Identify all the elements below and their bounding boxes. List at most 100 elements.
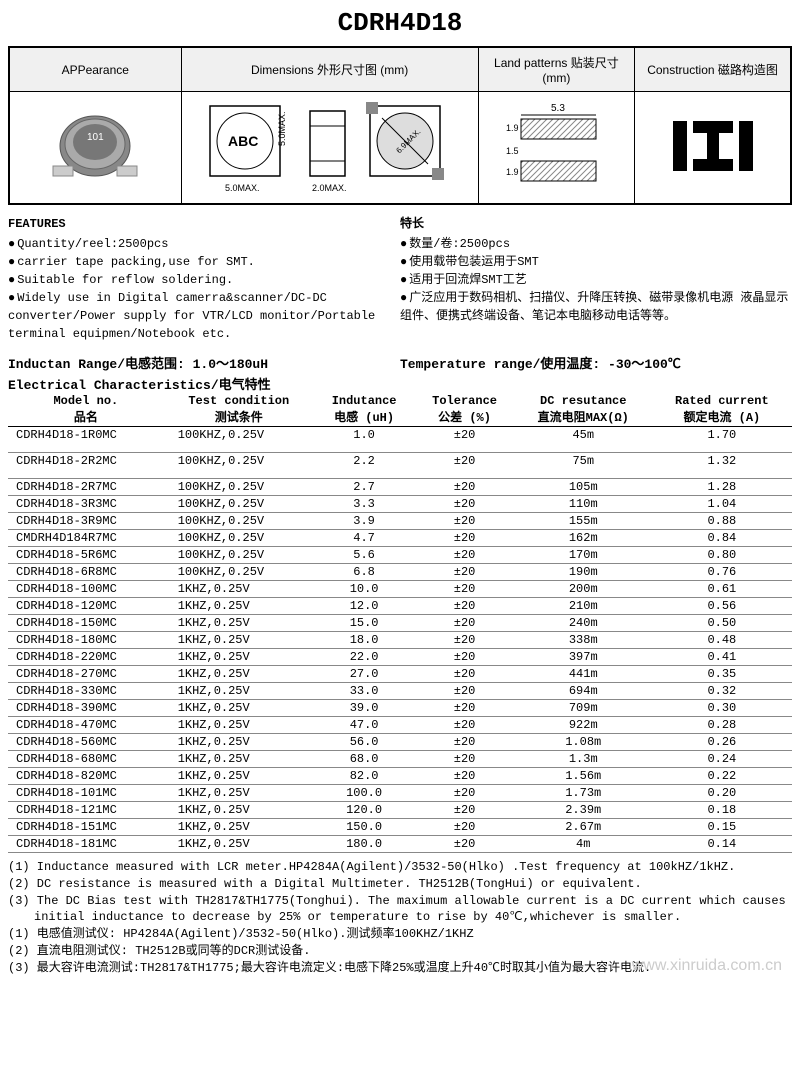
table-row: CDRH4D18-151MC1KHZ,0.25V150.0±202.67m0.1… [8, 819, 792, 836]
table-cell: 2.7 [314, 479, 414, 496]
table-row: CDRH4D18-270MC1KHZ,0.25V27.0±20441m0.35 [8, 666, 792, 683]
table-cell: 1KHZ,0.25V [164, 819, 314, 836]
table-cell: 2.2 [314, 453, 414, 479]
table-cell: ±20 [414, 453, 514, 479]
svg-text:101: 101 [87, 132, 104, 143]
table-row: CDRH4D18-330MC1KHZ,0.25V33.0±20694m0.32 [8, 683, 792, 700]
table-cell: 1KHZ,0.25V [164, 649, 314, 666]
column-header: Tolerance公差 (%) [414, 393, 514, 427]
table-row: CDRH4D18-6R8MC100KHZ,0.25V6.8±20190m0.76 [8, 564, 792, 581]
table-cell: 1.32 [652, 453, 792, 479]
table-cell: CDRH4D18-560MC [8, 734, 164, 751]
table-cell: 922m [515, 717, 652, 734]
table-cell: 0.24 [652, 751, 792, 768]
table-cell: 240m [515, 615, 652, 632]
table-row: CDRH4D18-5R6MC100KHZ,0.25V5.6±20170m0.80 [8, 547, 792, 564]
table-row: CDRH4D18-100MC1KHZ,0.25V10.0±20200m0.61 [8, 581, 792, 598]
table-row: CDRH4D18-1R0MC100KHZ,0.25V1.0±2045m1.70 [8, 427, 792, 453]
table-cell: CDRH4D18-330MC [8, 683, 164, 700]
table-row: CDRH4D18-120MC1KHZ,0.25V12.0±20210m0.56 [8, 598, 792, 615]
table-cell: 18.0 [314, 632, 414, 649]
table-cell: 110m [515, 496, 652, 513]
table-cell: CDRH4D18-680MC [8, 751, 164, 768]
table-row: CDRH4D18-560MC1KHZ,0.25V56.0±201.08m0.26 [8, 734, 792, 751]
table-cell: 0.28 [652, 717, 792, 734]
table-cell: 150.0 [314, 819, 414, 836]
table-cell: 0.50 [652, 615, 792, 632]
table-cell: 694m [515, 683, 652, 700]
table-cell: 3.3 [314, 496, 414, 513]
table-cell: 0.41 [652, 649, 792, 666]
table-cell: 5.6 [314, 547, 414, 564]
table-cell: 0.56 [652, 598, 792, 615]
table-cell: 100KHZ,0.25V [164, 427, 314, 453]
note-line: (1) Inductance measured with LCR meter.H… [8, 859, 792, 876]
table-cell: CDRH4D18-1R0MC [8, 427, 164, 453]
table-cell: ±20 [414, 479, 514, 496]
inductance-range: Inductan Range/电感范围: 1.0～180uH [8, 353, 400, 372]
table-cell: 1.70 [652, 427, 792, 453]
table-cell: 1.73m [515, 785, 652, 802]
table-cell: 1KHZ,0.25V [164, 836, 314, 853]
table-cell: 1.28 [652, 479, 792, 496]
table-cell: 105m [515, 479, 652, 496]
table-cell: 82.0 [314, 768, 414, 785]
table-cell: 12.0 [314, 598, 414, 615]
table-row: CDRH4D18-220MC1KHZ,0.25V22.0±20397m0.41 [8, 649, 792, 666]
table-cell: ±20 [414, 513, 514, 530]
th-dimensions: Dimensions 外形尺寸图 (mm) [181, 47, 478, 92]
table-cell: ±20 [414, 768, 514, 785]
table-cell: 0.88 [652, 513, 792, 530]
feature-item: Widely use in Digital camerra&scanner/DC… [8, 289, 400, 343]
table-cell: 3.9 [314, 513, 414, 530]
range-row: Inductan Range/电感范围: 1.0～180uH Temperatu… [8, 353, 792, 372]
table-cell: 1KHZ,0.25V [164, 615, 314, 632]
table-row: CMDRH4D184R7MC100KHZ,0.25V4.7±20162m0.84 [8, 530, 792, 547]
table-cell: 1KHZ,0.25V [164, 683, 314, 700]
table-cell: 1.56m [515, 768, 652, 785]
table-cell: ±20 [414, 427, 514, 453]
table-cell: CDRH4D18-100MC [8, 581, 164, 598]
table-cell: ±20 [414, 581, 514, 598]
table-cell: ±20 [414, 666, 514, 683]
data-table: Model no.品名Test condition测试条件Indutance电感… [8, 393, 792, 853]
feature-item: Quantity/reel:2500pcs [8, 235, 400, 253]
svg-text:5.0MAX.: 5.0MAX. [225, 183, 260, 193]
table-cell: 1KHZ,0.25V [164, 632, 314, 649]
table-cell: CDRH4D18-470MC [8, 717, 164, 734]
table-cell: 39.0 [314, 700, 414, 717]
features-en-title: FEATURES [8, 215, 400, 233]
features-section: FEATURES Quantity/reel:2500pcs carrier t… [8, 215, 792, 343]
table-cell: CDRH4D18-2R7MC [8, 479, 164, 496]
table-cell: 1.3m [515, 751, 652, 768]
table-cell: ±20 [414, 564, 514, 581]
table-row: CDRH4D18-680MC1KHZ,0.25V68.0±201.3m0.24 [8, 751, 792, 768]
table-cell: 75m [515, 453, 652, 479]
table-cell: 1.04 [652, 496, 792, 513]
table-cell: ±20 [414, 819, 514, 836]
construction-icon [663, 111, 763, 184]
svg-text:ABC: ABC [228, 133, 258, 149]
header-table: APPearance Dimensions 外形尺寸图 (mm) Land pa… [8, 46, 792, 205]
table-cell: ±20 [414, 598, 514, 615]
elec-title: Electrical Characteristics/电气特性 [8, 374, 792, 393]
table-row: CDRH4D18-121MC1KHZ,0.25V120.0±202.39m0.1… [8, 802, 792, 819]
table-cell: 0.76 [652, 564, 792, 581]
features-cn: 特长 数量/卷:2500pcs 使用载带包装运用于SMT 适用于回流焊SMT工艺… [400, 215, 792, 343]
table-cell: 155m [515, 513, 652, 530]
table-cell: 170m [515, 547, 652, 564]
table-cell: 0.20 [652, 785, 792, 802]
table-cell: 100KHZ,0.25V [164, 564, 314, 581]
table-row: CDRH4D18-3R3MC100KHZ,0.25V3.3±20110m1.04 [8, 496, 792, 513]
table-cell: 100.0 [314, 785, 414, 802]
table-cell: 4.7 [314, 530, 414, 547]
feature-item: Suitable for reflow soldering. [8, 271, 400, 289]
table-cell: 1.08m [515, 734, 652, 751]
svg-text:1.5: 1.5 [506, 146, 519, 156]
table-cell: ±20 [414, 836, 514, 853]
table-cell: 0.80 [652, 547, 792, 564]
table-cell: CDRH4D18-121MC [8, 802, 164, 819]
table-cell: ±20 [414, 717, 514, 734]
table-cell: CDRH4D18-270MC [8, 666, 164, 683]
note-line: (3) The DC Bias test with TH2817&TH1775(… [8, 893, 792, 927]
